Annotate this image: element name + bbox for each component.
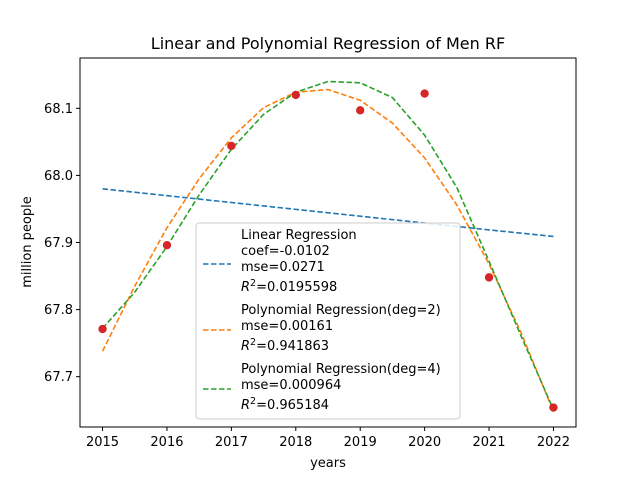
x-tick-label: 2019 [344, 435, 377, 450]
axes: 2015 2016 2017 2018 2019 2020 2021 2022 67.7 67.8… [44, 57, 577, 450]
x-tick-label: 2015 [86, 435, 119, 450]
r2-symbol: R [241, 280, 250, 295]
r2-symbol: R [241, 339, 250, 354]
x-tick-label: 2021 [472, 435, 505, 450]
legend-box [195, 222, 461, 420]
y-tick-label: 67.8 [44, 303, 73, 318]
y-tick-label: 67.9 [44, 236, 73, 251]
x-tick-label: 2022 [537, 435, 570, 450]
y-tick-label: 68.0 [44, 169, 73, 184]
legend-r2-text: R2=0.0195598 [241, 278, 337, 295]
x-tick-label: 2018 [279, 435, 312, 450]
data-point [227, 141, 236, 151]
data-point [420, 89, 429, 98]
data-point [98, 324, 107, 334]
legend-r2-text: R2=0.965184 [241, 396, 329, 413]
data-point [291, 90, 300, 100]
legend-entry-text: Linear Regression [241, 228, 357, 243]
x-tick-label: 2016 [150, 435, 183, 450]
plot-area [98, 80, 558, 412]
r2-exponent: 2 [250, 396, 256, 407]
y-tick-label: 68.1 [44, 102, 73, 117]
r2-value: =0.941863 [256, 339, 329, 354]
regression-line-2 [101, 88, 555, 412]
y-axis-label: million people [20, 196, 35, 288]
legend-entry-text: mse=0.00161 [241, 319, 333, 334]
legend-entry-text: mse=0.000964 [241, 378, 341, 393]
x-axis-label: years [310, 456, 346, 471]
r2-value: =0.0195598 [256, 280, 337, 295]
r2-symbol: R [241, 398, 250, 413]
y-tick-label: 67.7 [44, 370, 73, 385]
legend-r2-text: R2=0.941863 [241, 337, 329, 354]
regression-line-3 [101, 80, 555, 410]
chart-title: Linear and Polynomial Regression of Men … [151, 34, 505, 53]
r2-exponent: 2 [250, 337, 256, 348]
x-tick-label: 2017 [215, 435, 248, 450]
regression-line-1 [102, 188, 554, 238]
legend-entry-text: mse=0.0271 [241, 260, 325, 275]
data-point [484, 273, 494, 282]
legend-entry-text: Polynomial Regression(deg=2) [241, 303, 441, 318]
x-tick-label: 2020 [408, 435, 441, 450]
r2-value: =0.965184 [256, 398, 329, 413]
legend-entry-text: Polynomial Regression(deg=4) [241, 362, 441, 377]
r2-exponent: 2 [250, 278, 256, 289]
data-point [162, 240, 172, 250]
legend-entry-text: coef=-0.0102 [241, 244, 330, 259]
data-point [549, 403, 558, 412]
data-point [356, 106, 365, 115]
